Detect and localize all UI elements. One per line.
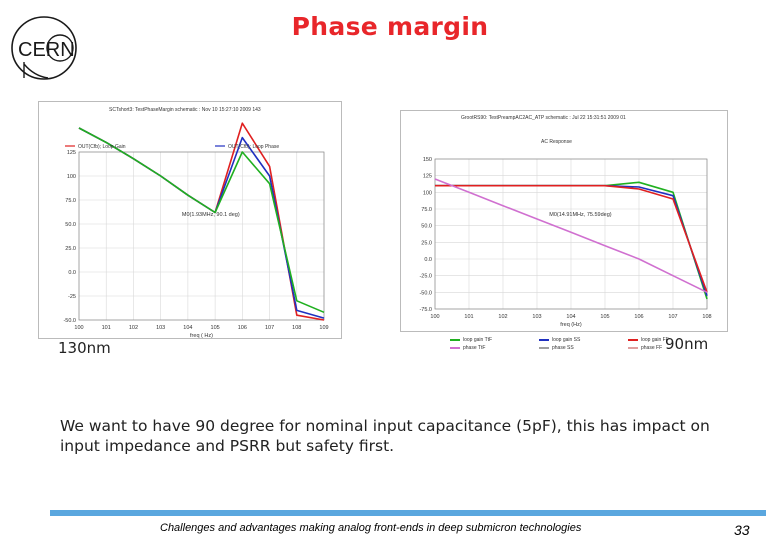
y-tick-label: 150 — [423, 157, 432, 163]
y-tick-label: 125 — [67, 150, 76, 156]
y-tick-label: 75.0 — [65, 198, 76, 204]
legend-label: OUT(Cfb); Loop Phase — [228, 144, 279, 150]
chart-subtitle: AC Response — [541, 139, 572, 145]
x-tick-label: 103 — [532, 314, 541, 320]
legend-label: loop gain SS — [552, 337, 581, 343]
series-line — [434, 178, 708, 294]
legend-label: loop gain TtF — [463, 337, 493, 343]
x-tick-label: 109 — [319, 325, 328, 331]
page-number: 33 — [734, 522, 750, 538]
legend-item: phase SS — [539, 345, 624, 351]
x-tick-label: 105 — [600, 314, 609, 320]
series-line — [435, 184, 708, 293]
y-tick-label: 50.0 — [65, 222, 76, 228]
chart-header: SCTshort3: TestPhaseMargin schematic : N… — [109, 107, 261, 113]
marker-annotation: M0(14.91MHz, 75.59deg) — [549, 212, 612, 218]
x-tick-label: 100 — [74, 325, 83, 331]
y-tick-label: 75.0 — [421, 207, 432, 213]
series-line — [78, 122, 325, 321]
legend-item: loop gain FF — [628, 337, 713, 343]
series-line — [78, 127, 325, 314]
y-tick-label: 100 — [67, 174, 76, 180]
legend-swatch — [539, 338, 549, 341]
legend-label: phase SS — [552, 345, 574, 351]
x-tick-label: 104 — [183, 325, 192, 331]
x-tick-label: 106 — [238, 325, 247, 331]
legend-label: OUT(Cfb); Loop Gain — [78, 144, 126, 150]
y-tick-label: 0.0 — [68, 270, 76, 276]
plot-frame — [434, 158, 708, 310]
legend-item: loop gain SS — [539, 337, 624, 343]
x-tick-label: 106 — [634, 314, 643, 320]
legend-swatch — [450, 346, 460, 349]
legend-swatch — [628, 338, 638, 341]
x-tick-label: 103 — [156, 325, 165, 331]
x-tick-label: 101 — [464, 314, 473, 320]
legend-item: loop gain TtF — [450, 337, 535, 343]
x-tick-label: 104 — [566, 314, 575, 320]
chart-130nm: SCTshort3: TestPhaseMargin schematic : N… — [38, 101, 342, 339]
x-tick-label: 102 — [129, 325, 138, 331]
x-tick-label: 108 — [292, 325, 301, 331]
legend-item: phase FF — [628, 345, 713, 351]
cern-logo-text: CERN — [18, 39, 75, 61]
legend-label: phase FF — [641, 345, 663, 351]
plot-frame — [78, 151, 325, 321]
x-tick-label: 107 — [265, 325, 274, 331]
x-tick-label: 102 — [498, 314, 507, 320]
marker-annotation: M0(1.93MHz, 90.1 deg) — [182, 212, 240, 218]
y-tick-label: 25.0 — [65, 246, 76, 252]
x-tick-label: 107 — [668, 314, 677, 320]
body-text: We want to have 90 degree for nominal in… — [60, 417, 710, 455]
legend-label: phase TtF — [463, 345, 486, 351]
footer-bar — [50, 510, 766, 516]
x-axis-label: freq ( Hz) — [190, 333, 213, 338]
cern-logo: CERN — [4, 12, 88, 82]
y-tick-label: -25 — [68, 294, 76, 300]
legend-item: phase TtF — [450, 345, 535, 351]
y-tick-label: -50.0 — [63, 318, 76, 324]
x-axis-label: freq (Hz) — [560, 322, 582, 328]
chart-90nm: GrootRS90: TestPreampAC2AC_ATP schematic… — [400, 110, 728, 332]
chart-plot-90nm: 15012510075.050.025.00.0-25.0-50.0-75.01… — [419, 157, 711, 328]
x-tick-label: 108 — [702, 314, 711, 320]
legend-swatch — [539, 346, 549, 349]
y-tick-label: 0.0 — [424, 257, 432, 263]
y-tick-label: 125 — [423, 174, 432, 180]
legend-swatch — [628, 346, 638, 349]
y-tick-label: 100 — [423, 190, 432, 196]
y-tick-label: 25.0 — [421, 240, 432, 246]
y-tick-label: -50.0 — [419, 290, 432, 296]
label-90nm: 90nm — [665, 335, 709, 353]
x-tick-label: 100 — [430, 314, 439, 320]
y-tick-label: -75.0 — [419, 307, 432, 313]
x-tick-label: 105 — [211, 325, 220, 331]
slide-title: Phase margin — [291, 12, 489, 41]
y-tick-label: -25.0 — [419, 274, 432, 280]
series-line — [78, 127, 325, 319]
x-tick-label: 101 — [102, 325, 111, 331]
chart-header: GrootRS90: TestPreampAC2AC_ATP schematic… — [461, 115, 626, 121]
y-tick-label: 50.0 — [421, 224, 432, 230]
footer-text: Challenges and advantages making analog … — [160, 522, 582, 534]
label-130nm: 130nm — [58, 339, 111, 357]
legend-90nm: loop gain TtF loop gain SS loop gain FF pha… — [448, 336, 718, 362]
legend-label: loop gain FF — [641, 337, 669, 343]
legend-swatch — [450, 338, 460, 341]
